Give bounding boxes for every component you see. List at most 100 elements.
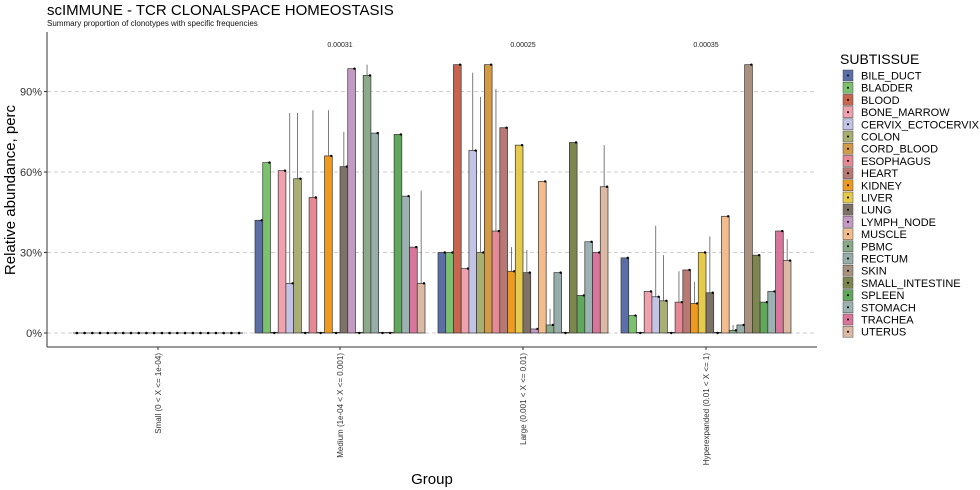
legend-dot bbox=[847, 135, 849, 138]
bar-esophagus bbox=[674, 301, 684, 334]
legend-dot bbox=[847, 233, 849, 236]
legend-label: RECTUM bbox=[861, 254, 908, 266]
data-point bbox=[703, 251, 707, 254]
bar-bile_duct bbox=[437, 252, 447, 334]
data-point bbox=[505, 126, 508, 129]
data-point bbox=[711, 291, 714, 294]
data-point bbox=[214, 331, 218, 335]
data-point bbox=[206, 331, 210, 335]
data-point bbox=[407, 194, 410, 198]
data-point bbox=[451, 251, 454, 254]
bar-liver bbox=[514, 144, 524, 334]
legend-label: BILE_DUCT bbox=[861, 71, 922, 83]
bar-kidney bbox=[507, 270, 516, 334]
legend-label: COLON bbox=[861, 132, 900, 144]
data-point bbox=[520, 143, 524, 147]
data-point bbox=[268, 161, 271, 164]
x-tick-label: Small (0 < X <= 1e-04) bbox=[154, 353, 163, 434]
data-point bbox=[381, 331, 384, 335]
legend-dot bbox=[847, 294, 849, 297]
annotations: 0.00031 0.00025 0.00035 bbox=[327, 42, 718, 49]
bar-kidney bbox=[324, 155, 333, 334]
legend-dot bbox=[847, 330, 849, 333]
bar-cord_blood bbox=[484, 64, 493, 334]
bar-lung bbox=[339, 166, 349, 334]
legend-label: ESOPHAGUS bbox=[861, 156, 931, 168]
data-point bbox=[497, 229, 501, 233]
data-point bbox=[634, 314, 637, 317]
data-point bbox=[670, 331, 673, 335]
data-point bbox=[260, 219, 263, 222]
legend: SUBTISSUE BILE_DUCTBLADDERBLOODBONE_MARR… bbox=[840, 51, 980, 339]
bar-rectum bbox=[370, 132, 379, 334]
chart-subtitle: Summary proportion of clonotypes with sp… bbox=[47, 19, 258, 28]
data-point bbox=[145, 331, 148, 335]
data-point bbox=[466, 267, 470, 270]
data-point bbox=[137, 331, 140, 335]
legend-label: MUSCLE bbox=[861, 229, 907, 241]
bar-colon bbox=[293, 178, 302, 334]
bar-bone_marrow bbox=[277, 170, 287, 334]
x-axis-title: Group bbox=[411, 471, 453, 488]
data-point bbox=[121, 331, 125, 335]
bar-stomach bbox=[767, 291, 776, 334]
data-point bbox=[299, 177, 302, 180]
data-point bbox=[696, 302, 699, 305]
data-point bbox=[319, 331, 322, 335]
data-point bbox=[742, 323, 745, 327]
bar-bladder bbox=[262, 162, 271, 334]
x-axis: Small (0 < X <= 1e-04) Medium (1e-04 < X … bbox=[154, 347, 711, 465]
legend-label: HEART bbox=[861, 168, 898, 180]
x-tick-label: Hyperexpanded (0.01 < X <= 1) bbox=[702, 353, 711, 466]
data-point bbox=[765, 300, 769, 304]
bar-bladder bbox=[445, 252, 454, 334]
data-point bbox=[551, 323, 555, 327]
legend-label: SMALL_INTESTINE bbox=[861, 278, 961, 290]
legend-label: UTERUS bbox=[861, 327, 906, 339]
bar-lymph_node bbox=[347, 68, 356, 334]
bar-pbmc bbox=[362, 75, 372, 334]
legend-label: SPLEEN bbox=[861, 290, 904, 302]
bar-bladder bbox=[628, 315, 637, 334]
bar-rectum bbox=[553, 272, 562, 334]
data-point bbox=[665, 299, 668, 302]
legend-dot bbox=[847, 281, 849, 284]
legend-label: STOMACH bbox=[861, 302, 916, 314]
legend-label: KIDNEY bbox=[861, 180, 903, 192]
data-point bbox=[489, 63, 493, 66]
p-value-label: 0.00025 bbox=[510, 42, 535, 49]
data-point bbox=[114, 331, 117, 335]
data-point bbox=[168, 331, 171, 335]
legend-label: CORD_BLOOD bbox=[861, 144, 938, 156]
bar-esophagus bbox=[491, 230, 501, 334]
legend-dot bbox=[847, 111, 849, 114]
y-axis-title: Relative abundance, perc bbox=[2, 104, 19, 275]
legend-dot bbox=[847, 147, 849, 150]
data-point bbox=[230, 331, 233, 335]
legend-dot bbox=[847, 208, 849, 211]
bar-muscle bbox=[721, 215, 730, 334]
bar-stomach bbox=[584, 241, 593, 334]
data-point bbox=[237, 331, 241, 335]
bar-pbmc bbox=[545, 324, 555, 334]
legend-title: SUBTISSUE bbox=[840, 51, 919, 67]
data-point bbox=[750, 63, 753, 66]
p-value-label: 0.00035 bbox=[693, 42, 718, 49]
data-point bbox=[334, 331, 338, 335]
data-point bbox=[106, 331, 110, 335]
bar-esophagus bbox=[308, 197, 318, 334]
data-point bbox=[314, 196, 318, 199]
data-point bbox=[726, 215, 730, 218]
data-point bbox=[291, 282, 294, 285]
bar-bile_duct bbox=[620, 257, 630, 334]
data-point bbox=[358, 331, 361, 335]
data-point bbox=[536, 327, 539, 331]
bar-muscle bbox=[538, 181, 547, 334]
bar-stomach bbox=[401, 195, 410, 334]
data-point bbox=[788, 259, 792, 262]
data-point bbox=[458, 63, 462, 66]
data-point bbox=[422, 282, 426, 285]
bars bbox=[73, 63, 792, 335]
data-point bbox=[399, 133, 403, 136]
chart-title: scIMMUNE - TCR CLONALSPACE HOMEOSTASIS bbox=[47, 2, 394, 19]
